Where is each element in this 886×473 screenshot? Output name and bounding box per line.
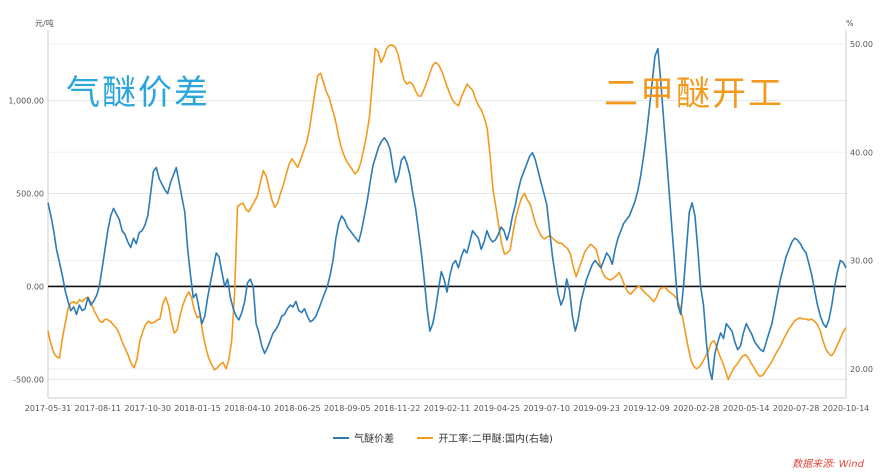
left-axis-unit: 元/吨: [35, 18, 54, 28]
x-tick-label-9: 2019-04-25: [474, 404, 521, 413]
legend-swatch-spread: [333, 436, 350, 439]
right-tick-label-3: 50.00: [850, 40, 873, 49]
x-tick-label-16: 2020-10-14: [823, 404, 870, 413]
x-tick-label-7: 2018-11-22: [374, 404, 421, 413]
right-tick-label-1: 30.00: [850, 257, 873, 266]
legend-item-rate: 开工率:二甲醚:国内(右轴): [417, 430, 553, 445]
series-line-spread: [47, 47, 847, 381]
source-note: 数据来源: Wind: [792, 459, 864, 470]
axis-labels: -500.00 0.00 500.00 1,000.00 20.00 30.00 40.00…: [8, 40, 873, 413]
x-tick-label-15: 2020-07-28: [773, 404, 820, 413]
x-tick-label-4: 2018-04-10: [224, 404, 271, 413]
left-tick-label-3: 1,000.00: [8, 97, 44, 106]
legend-label-spread: 气醚价差: [354, 434, 395, 445]
x-tick-label-12: 2019-12-09: [623, 404, 670, 413]
overlay-title-rate: 二甲醚开工: [604, 74, 784, 114]
x-tick-label-13: 2020-02-28: [673, 404, 720, 413]
x-tick-label-8: 2019-02-11: [424, 404, 471, 413]
right-tick-label-2: 40.00: [850, 148, 873, 157]
series-spread-group: [47, 47, 847, 381]
x-tick-label-11: 2019-09-23: [573, 404, 620, 413]
legend-item-spread: 气醚价差: [333, 430, 394, 445]
left-tick-label-1: 0.00: [26, 282, 44, 291]
legend: 气醚价差 开工率:二甲醚:国内(右轴): [0, 430, 886, 445]
x-tick-label-10: 2019-07-10: [524, 404, 571, 413]
legend-label-rate: 开工率:二甲醚:国内(右轴): [438, 434, 553, 445]
x-tick-label-14: 2020-05-14: [723, 404, 770, 413]
left-tick-label-2: 500.00: [16, 190, 44, 199]
right-tick-label-0: 20.00: [850, 365, 873, 374]
legend-swatch-rate: [417, 436, 434, 439]
series-line-rate: [47, 44, 847, 381]
overlay-title-spread: 气醚价差: [66, 73, 210, 113]
x-tick-label-5: 2018-06-25: [274, 404, 321, 413]
x-tick-label-6: 2018-09-05: [324, 404, 371, 413]
x-tick-label-3: 2018-01-15: [174, 404, 221, 413]
x-tick-label-1: 2017-08-11: [75, 404, 122, 413]
series-rate-group: [47, 44, 847, 381]
x-tick-label-0: 2017-05-31: [25, 404, 72, 413]
left-tick-label-0: -500.00: [13, 375, 44, 384]
x-tick-label-2: 2017-10-30: [125, 404, 172, 413]
right-axis-unit: %: [846, 19, 854, 28]
